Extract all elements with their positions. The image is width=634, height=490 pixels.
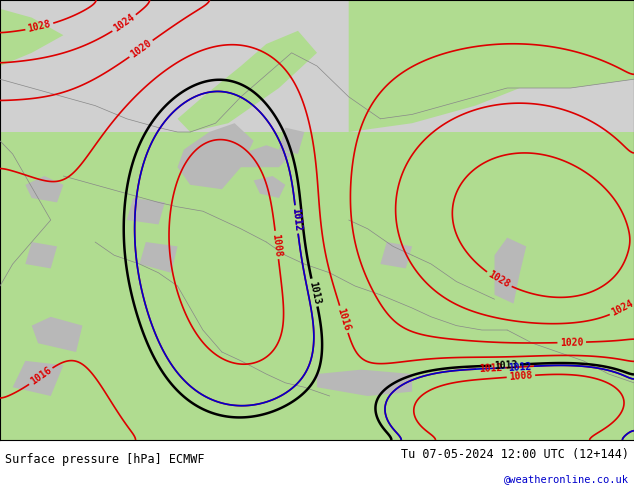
Polygon shape — [178, 31, 317, 132]
Text: 1008: 1008 — [509, 370, 533, 382]
Polygon shape — [0, 9, 63, 66]
Text: 1012: 1012 — [290, 207, 303, 232]
Text: 1013: 1013 — [494, 360, 517, 370]
Polygon shape — [25, 176, 63, 202]
Polygon shape — [25, 242, 57, 269]
Text: 1024: 1024 — [610, 298, 634, 318]
Polygon shape — [254, 176, 285, 198]
Polygon shape — [349, 0, 634, 132]
Text: 1016: 1016 — [335, 307, 352, 332]
Polygon shape — [32, 317, 82, 352]
Polygon shape — [139, 242, 178, 273]
Text: 1016: 1016 — [29, 366, 53, 387]
Polygon shape — [279, 127, 304, 154]
Text: 1012: 1012 — [508, 361, 532, 372]
Text: 1024: 1024 — [112, 12, 137, 34]
Text: 1012: 1012 — [479, 363, 502, 374]
Polygon shape — [241, 145, 292, 167]
Text: 1020: 1020 — [129, 38, 153, 60]
Text: Surface pressure [hPa] ECMWF: Surface pressure [hPa] ECMWF — [5, 452, 205, 466]
Text: 1028: 1028 — [486, 270, 512, 290]
Text: 1020: 1020 — [560, 337, 584, 348]
Text: 1012: 1012 — [290, 207, 303, 232]
Polygon shape — [127, 198, 165, 224]
Polygon shape — [495, 238, 526, 304]
Text: Tu 07-05-2024 12:00 UTC (12+144): Tu 07-05-2024 12:00 UTC (12+144) — [401, 447, 629, 461]
Text: 1013: 1013 — [307, 280, 322, 305]
Text: @weatheronline.co.uk: @weatheronline.co.uk — [504, 474, 629, 484]
Text: 1008: 1008 — [271, 233, 283, 257]
Polygon shape — [380, 242, 412, 269]
Text: 1028: 1028 — [27, 19, 52, 34]
Bar — [0, 0, 634, 132]
Polygon shape — [178, 123, 254, 189]
Polygon shape — [317, 369, 412, 396]
Polygon shape — [13, 361, 63, 396]
